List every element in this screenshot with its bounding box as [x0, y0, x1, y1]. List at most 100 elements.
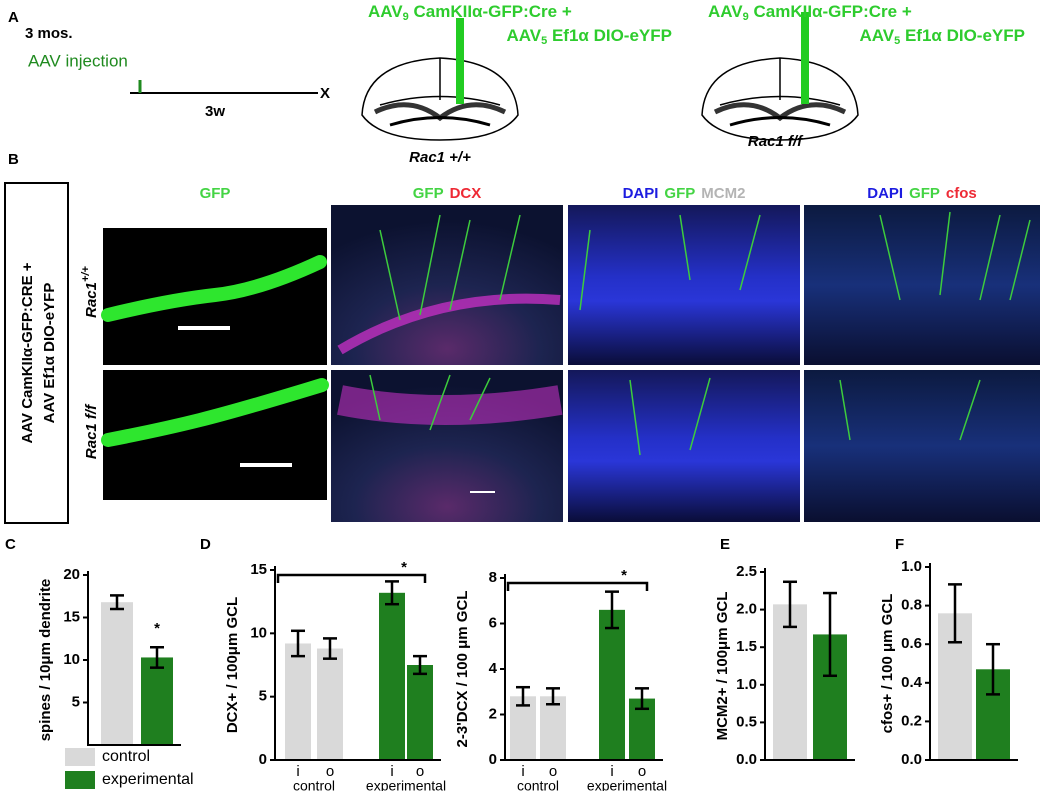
stain-header: DAPI GFP cfos: [867, 185, 977, 202]
text-part: MCM2: [701, 185, 745, 202]
y-axis-label: 2-3'DCX / 100 μm GCL: [454, 591, 471, 748]
genotype-row-label: Rac1 f/f: [83, 403, 100, 459]
bar: [101, 602, 133, 745]
brain-schematic: [701, 57, 859, 141]
legend-swatch: [65, 771, 95, 789]
y-tick-label: 0.8: [901, 597, 922, 614]
virus-label: AAV9 CamKIIα-GFP:Cre +: [368, 2, 572, 22]
y-tick-label: 4: [489, 660, 498, 677]
panel-label: A: [8, 9, 19, 26]
text-part: DAPI: [623, 185, 659, 202]
y-tick-label: 1.5: [736, 638, 757, 655]
text-part: AAV: [859, 26, 894, 45]
text-part: Ef1α DIO-eYFP: [900, 26, 1025, 45]
y-tick-label: 15: [63, 608, 80, 625]
y-axis-label: cfos+ / 100 μm GCL: [879, 594, 896, 734]
y-tick-label: 0.0: [736, 751, 757, 768]
text-part: 9: [403, 11, 409, 23]
bar: [285, 643, 311, 760]
y-tick-label: 8: [489, 569, 497, 586]
y-tick-label: 0.6: [901, 635, 922, 652]
condition-label: AAV Ef1α DIO-eYFP: [41, 283, 58, 424]
text-part: AAV: [506, 26, 541, 45]
text-part: GFP: [413, 185, 444, 202]
significance-bracket: [276, 573, 427, 583]
y-tick-label: 6: [489, 614, 497, 631]
text-part: Rac1 f/f: [83, 403, 100, 459]
bar: [379, 592, 405, 760]
y-axis-label: spines / 10μm dendrite: [37, 579, 54, 742]
y-axis-label: DCX+ / 100μm GCL: [224, 597, 241, 733]
x-tick-label: i: [296, 763, 299, 780]
group-label: experimental: [587, 778, 667, 791]
bar: [540, 696, 566, 760]
panel-label: F: [895, 536, 904, 553]
y-tick-label: 20: [63, 566, 80, 583]
y-tick-label: 0.2: [901, 712, 922, 729]
panel-label: C: [5, 536, 16, 553]
virus-label: AAV5 Ef1α DIO-eYFP: [859, 26, 1025, 46]
y-tick-label: 15: [250, 561, 267, 578]
micrograph-gfp: [101, 228, 329, 500]
y-tick-label: 1.0: [736, 676, 757, 693]
bar: [599, 609, 625, 760]
legend-label: control: [102, 748, 150, 765]
bar: [317, 648, 343, 760]
micrograph-dcx: [331, 205, 563, 522]
y-tick-label: 10: [250, 624, 267, 641]
text-part: +/+: [80, 266, 92, 282]
bar: [773, 604, 807, 760]
text-part: Rac1: [83, 282, 100, 318]
micrograph-cfos: [804, 205, 1040, 522]
text-part: Ef1α DIO-eYFP: [547, 26, 672, 45]
condition-box: [4, 182, 69, 524]
text-part: cfos: [946, 185, 977, 202]
y-tick-label: 2.5: [736, 563, 757, 580]
genotype-label: Rac1 f/f: [748, 133, 804, 150]
text-part: AAV: [708, 2, 743, 21]
text-part: 5: [541, 35, 547, 47]
bar: [141, 657, 173, 745]
y-tick-label: 0: [259, 751, 267, 768]
x-tick-label: o: [416, 763, 424, 780]
x-tick-label: o: [638, 763, 646, 780]
text-part: GFP: [664, 185, 695, 202]
significance-bracket: [506, 581, 649, 591]
y-tick-label: 5: [259, 688, 267, 705]
panel-label: E: [720, 536, 730, 553]
significance-label: *: [401, 559, 407, 576]
x-tick-label: i: [521, 763, 524, 780]
stain-header: GFP: [200, 185, 231, 202]
injection-needle: [456, 18, 464, 104]
x-tick-label: i: [610, 763, 613, 780]
y-tick-label: 0.0: [901, 751, 922, 768]
stain-header: DAPI GFP MCM2: [623, 185, 746, 202]
y-tick-label: 0.5: [736, 713, 757, 730]
bar: [407, 665, 433, 760]
significance-label: *: [621, 567, 627, 584]
text-part: DCX: [450, 185, 482, 202]
significance-label: *: [154, 620, 160, 637]
virus-label: AAV9 CamKIIα-GFP:Cre +: [708, 2, 912, 22]
axis: [87, 571, 181, 746]
timeline-age: 3 mos.: [25, 25, 73, 42]
genotype-label: Rac1 +/+: [409, 149, 471, 166]
y-tick-label: 5: [72, 693, 80, 710]
condition-label: AAV CamKIIα-GFP:CRE +: [19, 262, 36, 443]
timeline-end: X: [320, 85, 330, 102]
y-tick-label: 1.0: [901, 558, 922, 575]
y-tick-label: 10: [63, 651, 80, 668]
text-part: AAV: [368, 2, 403, 21]
x-tick-label: o: [549, 763, 557, 780]
stain-header: GFP DCX: [413, 185, 482, 202]
y-tick-label: 2: [489, 705, 497, 722]
text-part: GFP: [909, 185, 940, 202]
x-tick-label: o: [326, 763, 334, 780]
micrograph-mcm2: [568, 205, 800, 522]
timeline-event: AAV injection: [28, 51, 128, 70]
y-tick-label: 0: [489, 751, 497, 768]
panel-label: B: [8, 151, 19, 168]
genotype-row-label: Rac1+/+: [80, 266, 100, 318]
text-part: GFP: [200, 185, 231, 202]
panel-label: D: [200, 536, 211, 553]
